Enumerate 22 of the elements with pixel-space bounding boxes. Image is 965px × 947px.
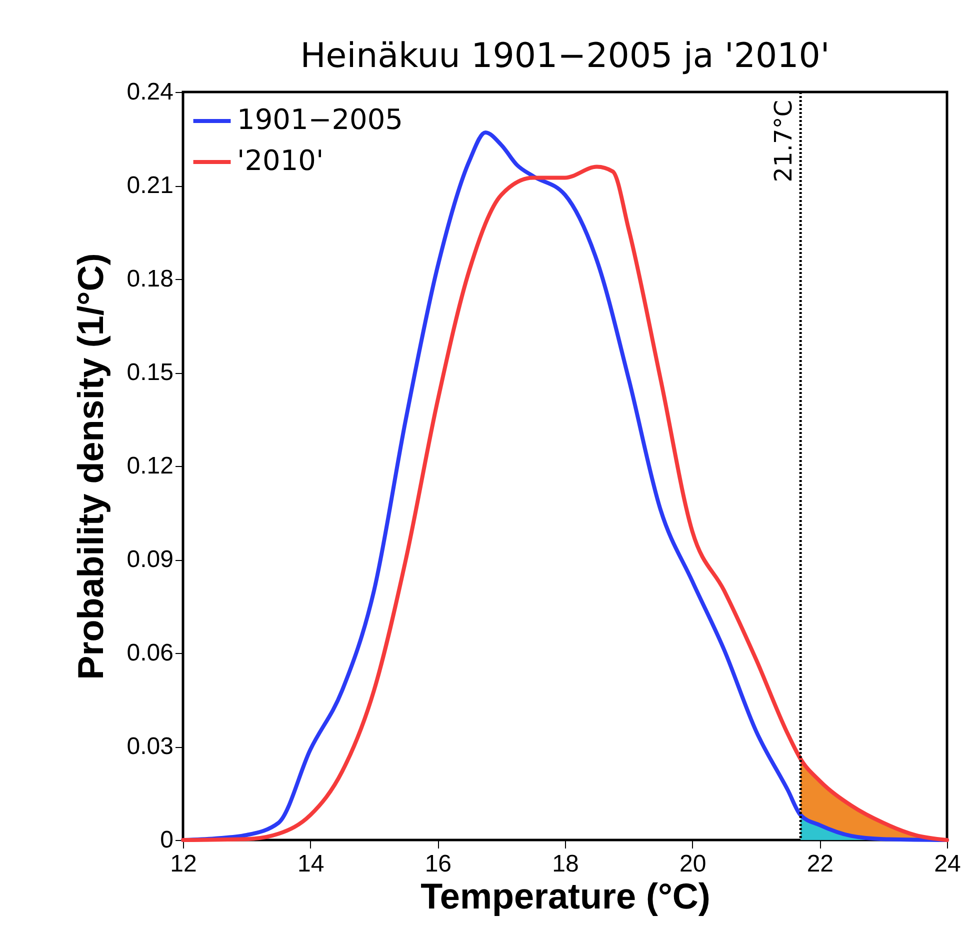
ref-line-label: 21.7°C xyxy=(770,100,798,182)
y-tick-label: 0.03 xyxy=(126,733,174,760)
x-tick-label: 16 xyxy=(424,850,452,878)
x-tick-label: 20 xyxy=(679,850,706,878)
y-tick-label: 0.24 xyxy=(126,78,174,106)
y-tick-label: 0.12 xyxy=(126,452,174,480)
y-axis-title: Probability density (1/°C) xyxy=(70,253,111,680)
y-tick-label: 0.09 xyxy=(126,546,174,573)
y-tick-label: 0.18 xyxy=(126,266,174,292)
y-tick-label: 0.06 xyxy=(126,640,174,666)
x-tick-label: 14 xyxy=(297,850,324,878)
y-tick-label: 0.15 xyxy=(126,359,174,386)
legend-label: '2010' xyxy=(237,144,324,177)
x-axis-title: Temperature (°C) xyxy=(420,876,710,916)
x-tick-label: 22 xyxy=(806,850,834,878)
x-tick-label: 18 xyxy=(552,850,579,878)
legend-label: 1901−2005 xyxy=(237,103,403,136)
y-tick-label: 0.21 xyxy=(126,172,174,199)
chart-title: Heinäkuu 1901−2005 ja '2010' xyxy=(300,36,830,76)
y-tick-label: 0 xyxy=(160,826,174,854)
x-tick-label: 24 xyxy=(934,850,961,878)
x-tick-label: 12 xyxy=(170,850,197,878)
